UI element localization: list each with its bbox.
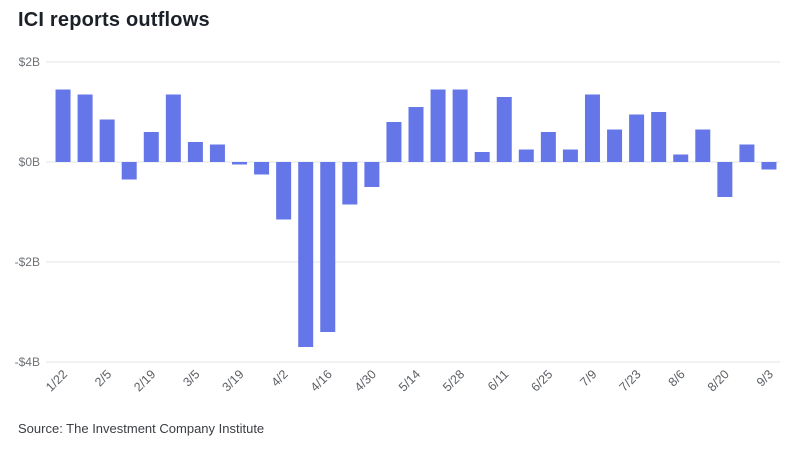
x-axis-tick-label: 7/9: [577, 367, 599, 389]
x-axis-tick-label: 5/28: [440, 367, 467, 394]
bar-9/3[interactable]: [761, 162, 777, 170]
x-axis-tick-label: 2/5: [92, 367, 114, 389]
bar-2/26[interactable]: [165, 94, 181, 163]
bar-5/28[interactable]: [452, 89, 468, 163]
x-axis-tick-label: 4/16: [308, 367, 335, 394]
bar-4/2[interactable]: [276, 162, 292, 220]
bar-6/11[interactable]: [496, 97, 512, 162]
bar-5/21[interactable]: [430, 89, 446, 163]
bar-3/5[interactable]: [187, 142, 203, 162]
y-axis-tick-label: -$4B: [15, 355, 40, 369]
bar-8/20[interactable]: [717, 162, 733, 197]
x-axis-tick-label: 3/5: [180, 367, 202, 389]
x-axis-tick-label: 7/23: [617, 367, 644, 394]
x-axis-tick-label: 6/11: [485, 367, 511, 393]
bar-3/12[interactable]: [209, 144, 225, 163]
bar-6/4[interactable]: [474, 152, 490, 162]
bar-3/19[interactable]: [232, 162, 248, 165]
x-axis-tick-label: 5/14: [396, 367, 423, 394]
bar-7/9[interactable]: [584, 94, 600, 163]
bar-7/30[interactable]: [651, 112, 667, 162]
y-axis-tick-label: -$2B: [15, 255, 40, 269]
bar-2/19[interactable]: [143, 132, 159, 162]
bar-6/18[interactable]: [518, 149, 534, 163]
bar-8/27[interactable]: [739, 144, 755, 163]
bar-6/25[interactable]: [540, 132, 556, 162]
x-axis-tick-label: 3/19: [220, 367, 247, 394]
x-axis-tick-label: 9/3: [754, 367, 776, 389]
x-axis-tick-label: 8/20: [705, 367, 732, 394]
bar-4/30[interactable]: [364, 162, 380, 187]
bar-4/23[interactable]: [342, 162, 358, 205]
bar-7/2[interactable]: [562, 149, 578, 163]
bar-7/16[interactable]: [607, 129, 623, 163]
bar-8/6[interactable]: [673, 154, 689, 163]
bar-2/5[interactable]: [99, 119, 115, 163]
y-axis-tick-label: $0B: [19, 155, 40, 169]
bar-7/23[interactable]: [629, 114, 645, 163]
y-axis-tick-label: $2B: [19, 55, 40, 69]
source-note: Source: The Investment Company Institute: [18, 421, 265, 436]
x-axis-tick-label: 4/30: [352, 367, 379, 394]
bar-3/26[interactable]: [254, 162, 270, 175]
x-axis-tick-label: 2/19: [131, 367, 158, 394]
bar-4/16[interactable]: [320, 162, 336, 332]
chart-title: ICI reports outflows: [18, 9, 210, 31]
bar-4/9[interactable]: [298, 162, 314, 347]
x-axis-tick-label: 1/22: [43, 367, 70, 394]
bar-5/14[interactable]: [408, 107, 424, 162]
x-axis-tick-label: 6/25: [528, 367, 555, 394]
bar-5/7[interactable]: [386, 122, 402, 162]
bar-2/12[interactable]: [121, 162, 137, 180]
bar-8/13[interactable]: [695, 129, 711, 163]
bar-1/29[interactable]: [77, 94, 93, 163]
x-axis-tick-label: 8/6: [666, 367, 688, 389]
x-axis-tick-label: 4/2: [269, 367, 291, 389]
bar-1/22[interactable]: [55, 89, 71, 163]
